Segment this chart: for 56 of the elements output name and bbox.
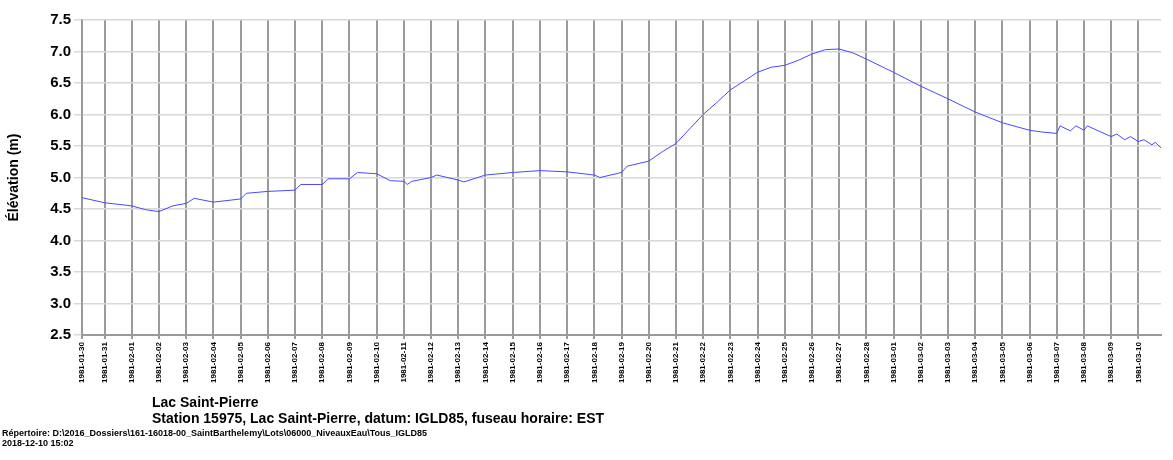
x-tick-label: 1981-02-06 [263,341,273,383]
x-tick-label: 1981-02-15 [507,341,517,383]
x-tick-label: 1981-02-01 [127,341,137,383]
x-tick-label: 1981-02-03 [181,341,191,383]
x-tick-label: 1981-03-04 [970,341,980,383]
y-tick-label: 6.5 [50,73,71,91]
x-tick-label: 1981-02-04 [208,341,218,383]
x-tick-label: 1981-02-05 [235,341,245,383]
x-tick-label: 1981-03-09 [1106,341,1116,383]
x-tick-label: 1981-01-30 [77,341,87,383]
x-tick-label: 1981-03-08 [1079,341,1089,383]
y-tick-label: 7.5 [50,10,71,28]
x-tick-label: 1981-02-24 [752,341,762,383]
text: Lac Saint-Pierre [152,394,260,410]
x-tick-label: 1981-02-08 [317,341,327,383]
x-tick-label: 1981-03-03 [943,341,953,383]
y-axis-title: Élévation (m) [5,133,22,222]
x-tick-label: 1981-02-28 [861,341,871,383]
y-tick-label: 4.5 [50,199,71,217]
x-tick-label: 1981-03-07 [1051,341,1061,383]
x-tick-label: 1981-02-26 [807,341,817,383]
y-tick-label: 5.0 [50,167,71,185]
x-tick-label: 1981-03-02 [915,341,925,383]
x-tick-label: 1981-02-19 [616,341,626,383]
x-tick-label: 1981-02-22 [698,341,708,383]
x-tick-label: 1981-02-02 [154,341,164,383]
y-tick-label: 5.5 [50,136,71,154]
x-tick-label: 1981-02-17 [562,341,572,383]
x-tick-label: 1981-03-05 [997,341,1007,383]
x-tick-label: 1981-02-27 [834,341,844,383]
x-tick-label: 1981-02-12 [426,341,436,383]
x-tick-label: 1981-02-16 [535,341,545,383]
text: Station 15975, Lac Saint-Pierre, datum: IGLD85, fuseau horaire: EST [152,410,606,426]
x-tick-label: 1981-02-13 [453,341,463,383]
x-tick-label: 1981-02-23 [725,341,735,383]
x-tick-label: 1981-02-10 [371,341,381,383]
x-tick-label: 1981-02-18 [589,341,599,383]
x-tick-label: 1981-03-01 [888,341,898,383]
text: 2018-12-10 15:02 [2,438,75,448]
x-tick-label: 1981-02-09 [344,341,354,383]
y-tick-label: 2.5 [50,325,71,343]
x-tick-label: 1981-03-10 [1133,341,1143,383]
text: Répertoire: D:\2016_Dossiers\161-16018-00_SaintBarthelemy\Lots\06000_NiveauxEau\Tous_IGLD85 [2,428,429,438]
y-tick-label: 3.0 [50,293,71,311]
x-tick-label: 1981-02-11 [399,341,409,383]
x-tick-label: 1981-02-14 [480,341,490,383]
x-tick-label: 1981-02-21 [671,341,681,383]
x-tick-label: 1981-03-06 [1024,341,1034,383]
x-tick-label: 1981-02-20 [643,341,653,383]
y-tick-label: 3.5 [50,262,71,280]
y-tick-label: 4.0 [50,230,71,248]
y-tick-label: 7.0 [50,41,71,59]
x-tick-label: 1981-02-25 [779,341,789,383]
x-tick-label: 1981-02-07 [290,341,300,383]
x-tick-label: 1981-01-31 [99,341,109,383]
y-tick-label: 6.0 [50,104,71,122]
